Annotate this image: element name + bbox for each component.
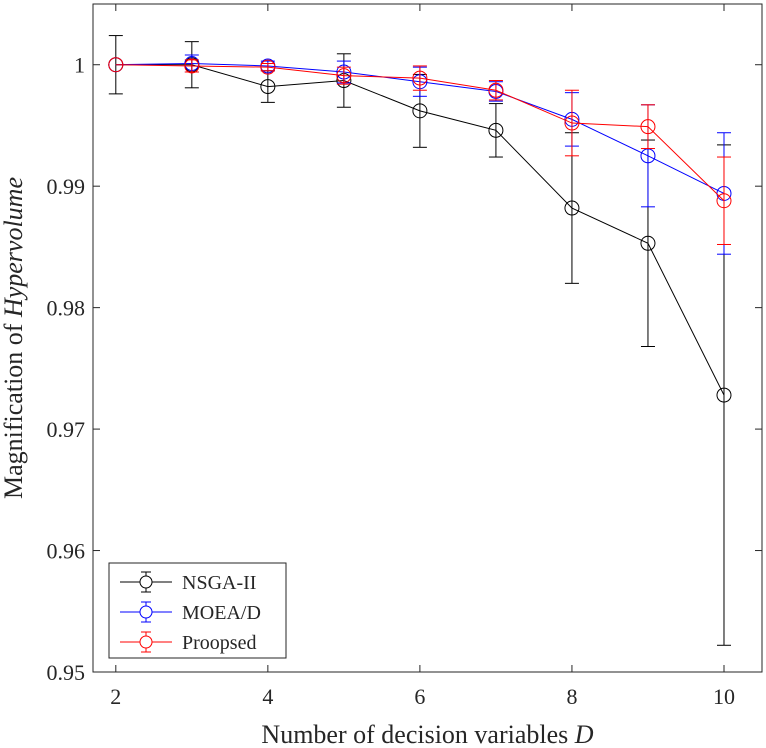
legend-label: NSGA-II: [182, 572, 256, 594]
legend: NSGA-II MOEA/D Proopsed: [108, 562, 287, 659]
series-line: [115, 64, 725, 396]
series-line: [115, 64, 725, 202]
y-tick-label: 1: [74, 53, 85, 78]
data-point-marker: [640, 235, 656, 251]
y-axis-label-symbol: Hypervolume: [0, 177, 28, 318]
x-tick-label: 6: [414, 684, 425, 709]
data-point-marker: [488, 82, 504, 98]
y-tick-label: 0.97: [47, 417, 86, 442]
y-axis-label: Magnification of Hypervolume: [0, 177, 28, 499]
y-axis-label-text: Magnification of: [0, 317, 28, 499]
x-axis-ticks: 2 4 6 8 10: [110, 4, 735, 709]
x-tick-label: 10: [713, 684, 735, 709]
x-tick-label: 2: [110, 684, 121, 709]
x-axis-label: Number of decision variables D: [261, 720, 593, 748]
y-axis-ticks: 0.95 0.96 0.97 0.98 0.99 1: [47, 53, 762, 685]
data-point-marker: [488, 122, 504, 138]
data-point-marker: [716, 387, 732, 403]
legend-marker: [139, 635, 153, 649]
x-axis-label-symbol: D: [574, 720, 594, 748]
y-tick-label: 0.96: [47, 539, 86, 564]
series-layer: [108, 35, 732, 646]
x-tick-label: 4: [262, 684, 273, 709]
legend-label: Proopsed: [182, 632, 256, 654]
data-point-marker: [640, 119, 656, 135]
y-tick-label: 0.98: [47, 296, 86, 321]
data-point-marker: [260, 79, 276, 95]
data-point-marker: [184, 58, 200, 74]
data-point-marker: [716, 193, 732, 209]
legend-marker: [139, 575, 153, 589]
data-point-marker: [412, 103, 428, 119]
data-point-marker: [412, 70, 428, 86]
data-point-marker: [336, 68, 352, 84]
legend-marker: [139, 605, 153, 619]
x-tick-label: 8: [566, 684, 577, 709]
data-point-marker: [260, 59, 276, 75]
series-proopsed: [108, 57, 732, 245]
y-tick-label: 0.99: [47, 174, 86, 199]
x-axis-label-text: Number of decision variables: [261, 720, 574, 748]
plot-area-frame: [92, 3, 763, 673]
data-point-marker: [108, 57, 124, 73]
y-tick-label: 0.95: [47, 660, 86, 685]
data-point-marker: [564, 200, 580, 216]
data-point-marker: [564, 115, 580, 131]
legend-label: MOEA/D: [182, 602, 261, 624]
